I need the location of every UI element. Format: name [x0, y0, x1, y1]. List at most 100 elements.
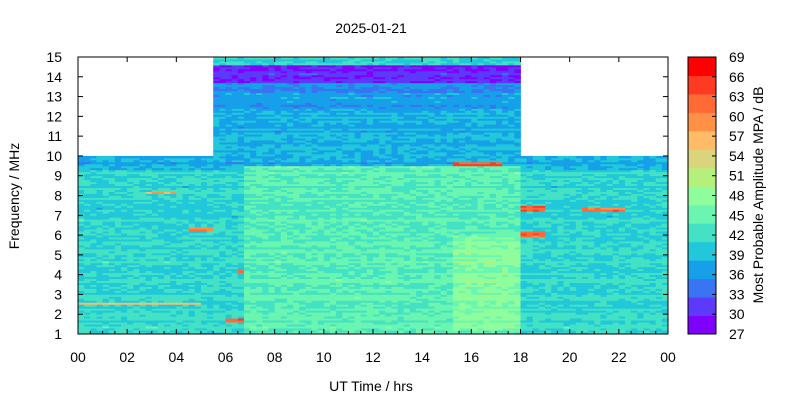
- heatmap-cell: [262, 330, 269, 333]
- heatmap-cell: [194, 308, 202, 311]
- heatmap-cell: [145, 310, 153, 313]
- heatmap-cell: [373, 310, 380, 313]
- heatmap-cell: [416, 306, 423, 309]
- heatmap-cell: [403, 282, 411, 285]
- heatmap-cell: [200, 312, 208, 315]
- heatmap-cell: [250, 288, 257, 291]
- heatmap-cell: [661, 276, 669, 279]
- heatmap-cell: [366, 320, 374, 323]
- heatmap-cell: [397, 278, 405, 281]
- heatmap-cell: [90, 298, 97, 301]
- heatmap-cell: [225, 288, 233, 291]
- heatmap-cell: [84, 324, 91, 327]
- heatmap-cell: [360, 292, 368, 295]
- heatmap-cell: [317, 332, 325, 335]
- heatmap-cell: [336, 266, 343, 270]
- heatmap-cell: [188, 298, 196, 301]
- heatmap-cell: [139, 278, 147, 281]
- heatmap-cell: [471, 268, 478, 272]
- heatmap-cell: [305, 282, 312, 285]
- heatmap-cell: [428, 332, 435, 335]
- heatmap-cell: [280, 306, 288, 309]
- heatmap-cell: [268, 284, 276, 287]
- heatmap-cell: [416, 272, 423, 276]
- heatmap-cell: [250, 300, 257, 303]
- heatmap-cell: [96, 292, 103, 295]
- heatmap-cell: [213, 288, 220, 291]
- heatmap-cell: [268, 288, 276, 291]
- heatmap-cell: [225, 284, 233, 287]
- heatmap-cell: [452, 332, 460, 335]
- heatmap-cell: [416, 266, 423, 270]
- heatmap-cell: [606, 268, 614, 272]
- heatmap-cell: [262, 294, 269, 297]
- heatmap-cell: [661, 266, 669, 270]
- heatmap-cell: [231, 318, 239, 321]
- heatmap-cell: [194, 292, 202, 295]
- heatmap-cell: [452, 278, 460, 281]
- heatmap-cell: [96, 310, 103, 313]
- heatmap-cell: [207, 306, 214, 309]
- heatmap-cell: [366, 310, 374, 313]
- heatmap-cell: [618, 328, 626, 331]
- heatmap-cell: [151, 328, 159, 331]
- heatmap-cell: [225, 306, 233, 309]
- heatmap-cell: [446, 324, 454, 327]
- heatmap-cell: [495, 282, 503, 285]
- heatmap-cell: [391, 306, 398, 309]
- heatmap-cell: [293, 324, 300, 327]
- heatmap-cell: [385, 320, 392, 323]
- heatmap-cell: [391, 322, 398, 325]
- heatmap-cell: [342, 266, 349, 270]
- heatmap-cell: [348, 274, 355, 278]
- heatmap-cell: [342, 304, 349, 307]
- heatmap-cell: [397, 294, 405, 297]
- heatmap-cell: [237, 320, 245, 323]
- heatmap-cell: [182, 318, 190, 321]
- heatmap-cell: [606, 270, 614, 274]
- heatmap-cell: [133, 328, 140, 331]
- heatmap-cell: [213, 294, 220, 297]
- heatmap-cell: [588, 280, 595, 283]
- heatmap-cell: [526, 314, 534, 317]
- heatmap-cell: [243, 282, 251, 285]
- heatmap-cell: [649, 278, 657, 281]
- heatmap-cell: [354, 320, 362, 323]
- heatmap-cell: [594, 266, 601, 270]
- heatmap-cell: [538, 320, 546, 323]
- heatmap-cell: [151, 288, 159, 291]
- heatmap-cell: [618, 314, 626, 317]
- heatmap-cell: [151, 282, 159, 285]
- heatmap-cell: [311, 304, 319, 307]
- heatmap-cell: [514, 296, 521, 299]
- heatmap-cell: [311, 270, 319, 274]
- heatmap-cell: [624, 284, 632, 287]
- heatmap-cell: [348, 312, 355, 315]
- heatmap-cell: [600, 292, 607, 295]
- heatmap-cell: [170, 328, 177, 331]
- heatmap-cell: [84, 310, 91, 313]
- heatmap-cell: [268, 304, 276, 307]
- heatmap-cell: [151, 300, 159, 303]
- heatmap-cell: [127, 286, 134, 289]
- heatmap-cell: [428, 326, 435, 329]
- heatmap-cell: [219, 330, 226, 333]
- heatmap-cell: [139, 326, 147, 329]
- heatmap-cell: [274, 324, 282, 327]
- heatmap-cell: [545, 284, 552, 287]
- heatmap-cell: [416, 304, 423, 307]
- heatmap-cell: [643, 326, 650, 329]
- heatmap-cell: [164, 266, 171, 270]
- heatmap-cell: [78, 310, 85, 313]
- heatmap-cell: [305, 332, 312, 335]
- heatmap-cell: [360, 276, 368, 279]
- heatmap-cell: [188, 274, 196, 278]
- heatmap-cell: [514, 272, 521, 276]
- heatmap-cell: [102, 292, 110, 295]
- heatmap-cell: [618, 290, 626, 293]
- heatmap-cell: [237, 286, 245, 289]
- heatmap-cell: [194, 288, 202, 291]
- heatmap-cell: [311, 264, 319, 268]
- heatmap-cell: [637, 296, 644, 299]
- heatmap-cell: [114, 320, 122, 323]
